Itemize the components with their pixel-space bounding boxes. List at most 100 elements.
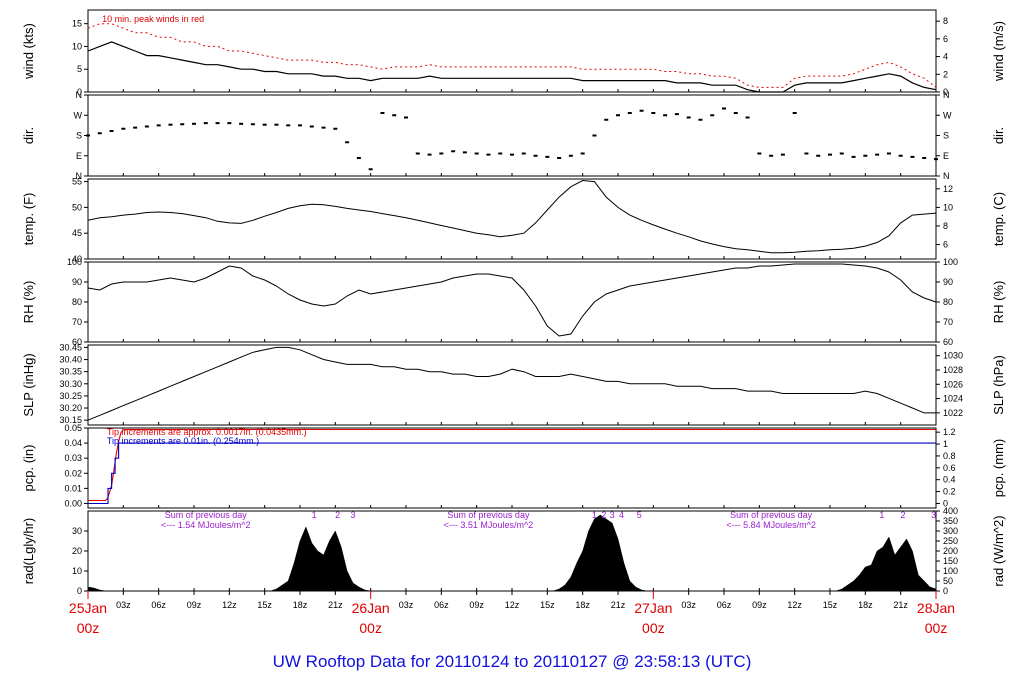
- dir-point: [415, 152, 420, 155]
- hour-tick-label: 15z: [540, 600, 555, 610]
- right-tick-label-rad: 400: [943, 506, 958, 516]
- dir-point: [663, 114, 668, 117]
- dir-point: [604, 118, 609, 121]
- day-hour-label-1: 00z: [77, 620, 100, 636]
- wind-peak-annotation: 10 min. peak winds in red: [102, 14, 204, 24]
- right-tick-label-slp: 1024: [943, 394, 963, 404]
- day-date-label-2: 26Jan: [352, 600, 390, 616]
- ylabel-right-rad: rad (W/m^2): [991, 515, 1006, 586]
- left-tick-label-dir: S: [76, 131, 82, 141]
- left-tick-label-slp: 30.40: [59, 355, 82, 365]
- right-tick-label-wind: 2: [943, 69, 948, 79]
- dir-point: [875, 153, 880, 156]
- dir-point: [286, 124, 291, 127]
- dir-point: [828, 153, 832, 156]
- dir-point: [674, 113, 679, 116]
- right-tick-label-dir: N: [943, 90, 950, 100]
- right-tick-label-rh: 90: [943, 277, 953, 287]
- left-tick-label-rh: 70: [72, 317, 82, 327]
- left-tick-label-dir: N: [76, 171, 83, 181]
- right-tick-label-wind: 4: [943, 52, 948, 62]
- left-tick-label-rh: 60: [72, 337, 82, 347]
- right-tick-label-temp: 10: [943, 202, 953, 212]
- dir-point: [557, 157, 562, 159]
- dir-point: [792, 112, 797, 114]
- left-tick-label-wind: 10: [72, 41, 82, 51]
- right-tick-label-slp: 1022: [943, 408, 963, 418]
- dir-point: [227, 122, 232, 125]
- ylabel-right-pcp: pcp. (mm): [991, 439, 1006, 498]
- left-tick-label-rad: 0: [77, 586, 82, 596]
- ylabel-left-dir: dir.: [21, 127, 36, 144]
- dir-point: [333, 127, 338, 130]
- pcp-annotation-red: Tip increments are approx. 0.0017in. (0.…: [107, 427, 307, 437]
- hour-tick-label: 03z: [681, 600, 696, 610]
- rad-marker-1: 1: [312, 510, 317, 520]
- right-tick-label-dir: E: [943, 151, 949, 161]
- right-tick-label-slp: 1026: [943, 379, 963, 389]
- dir-point: [898, 154, 903, 157]
- hour-tick-label: 21z: [893, 600, 908, 610]
- right-tick-label-slp: 1028: [943, 365, 963, 375]
- panel-frame-wind: [87, 9, 937, 93]
- dir-point: [345, 141, 350, 144]
- dir-point: [86, 134, 90, 137]
- dir-point: [462, 151, 467, 154]
- panel-frame-dir: [87, 94, 937, 177]
- hour-tick-label: 15z: [257, 600, 272, 610]
- dir-point: [780, 153, 785, 156]
- dir-point: [356, 157, 361, 159]
- wind-mean-line: [87, 41, 937, 93]
- dir-point: [298, 124, 302, 127]
- right-tick-label-pcp: 0.2: [943, 487, 956, 497]
- left-tick-label-temp: 50: [72, 202, 82, 212]
- left-tick-label-rad: 10: [72, 566, 82, 576]
- rad-marker-9: 1: [879, 510, 884, 520]
- rad-sum-label-2: Sum of previous day: [447, 510, 530, 520]
- hour-tick-label: 03z: [399, 600, 414, 610]
- panel-frame-slp: [87, 344, 937, 426]
- right-tick-label-slp: 1030: [943, 351, 963, 361]
- left-tick-label-wind: 5: [77, 64, 82, 74]
- dir-point: [545, 155, 550, 158]
- dir-point: [733, 112, 738, 114]
- ylabel-left-rad: rad(Lgly/hr): [21, 518, 36, 584]
- right-tick-label-rad: 200: [943, 546, 958, 556]
- rad-marker-10: 2: [901, 510, 906, 520]
- left-tick-label-pcp: 0.02: [64, 468, 82, 478]
- right-tick-label-rad: 350: [943, 516, 958, 526]
- dir-point: [239, 122, 244, 125]
- dir-point: [109, 130, 114, 132]
- dir-point: [486, 153, 491, 156]
- rad-marker-6: 3: [610, 510, 615, 520]
- ylabel-right-temp: temp. (C): [991, 192, 1006, 246]
- dir-point: [215, 122, 220, 125]
- right-tick-label-rh: 100: [943, 257, 958, 267]
- left-tick-label-dir: W: [74, 110, 83, 120]
- day-date-label-3: 27Jan: [634, 600, 672, 616]
- rad-marker-2: 2: [335, 510, 340, 520]
- left-tick-label-rh: 90: [72, 277, 82, 287]
- dir-point: [321, 126, 326, 129]
- right-tick-label-pcp: 1: [943, 439, 948, 449]
- dir-point: [580, 152, 585, 155]
- rad-sum-label-3: Sum of previous day: [730, 510, 813, 520]
- dir-point: [698, 118, 703, 121]
- left-tick-label-rad: 30: [72, 526, 82, 536]
- dir-point: [757, 152, 762, 155]
- hour-tick-label: 12z: [222, 600, 237, 610]
- hour-tick-label: 12z: [505, 600, 520, 610]
- dir-point: [250, 123, 255, 126]
- hour-tick-label: 18z: [575, 600, 590, 610]
- left-tick-label-slp: 30.35: [59, 367, 82, 377]
- dir-point: [804, 152, 809, 155]
- dir-point: [568, 154, 573, 157]
- dir-point: [180, 123, 185, 126]
- right-tick-label-rh: 60: [943, 337, 953, 347]
- dir-point: [863, 154, 868, 157]
- rad-marker-7: 4: [619, 510, 624, 520]
- right-tick-label-rad: 150: [943, 556, 958, 566]
- left-tick-label-rh: 80: [72, 297, 82, 307]
- dir-point: [274, 123, 279, 126]
- dir-point: [144, 125, 149, 128]
